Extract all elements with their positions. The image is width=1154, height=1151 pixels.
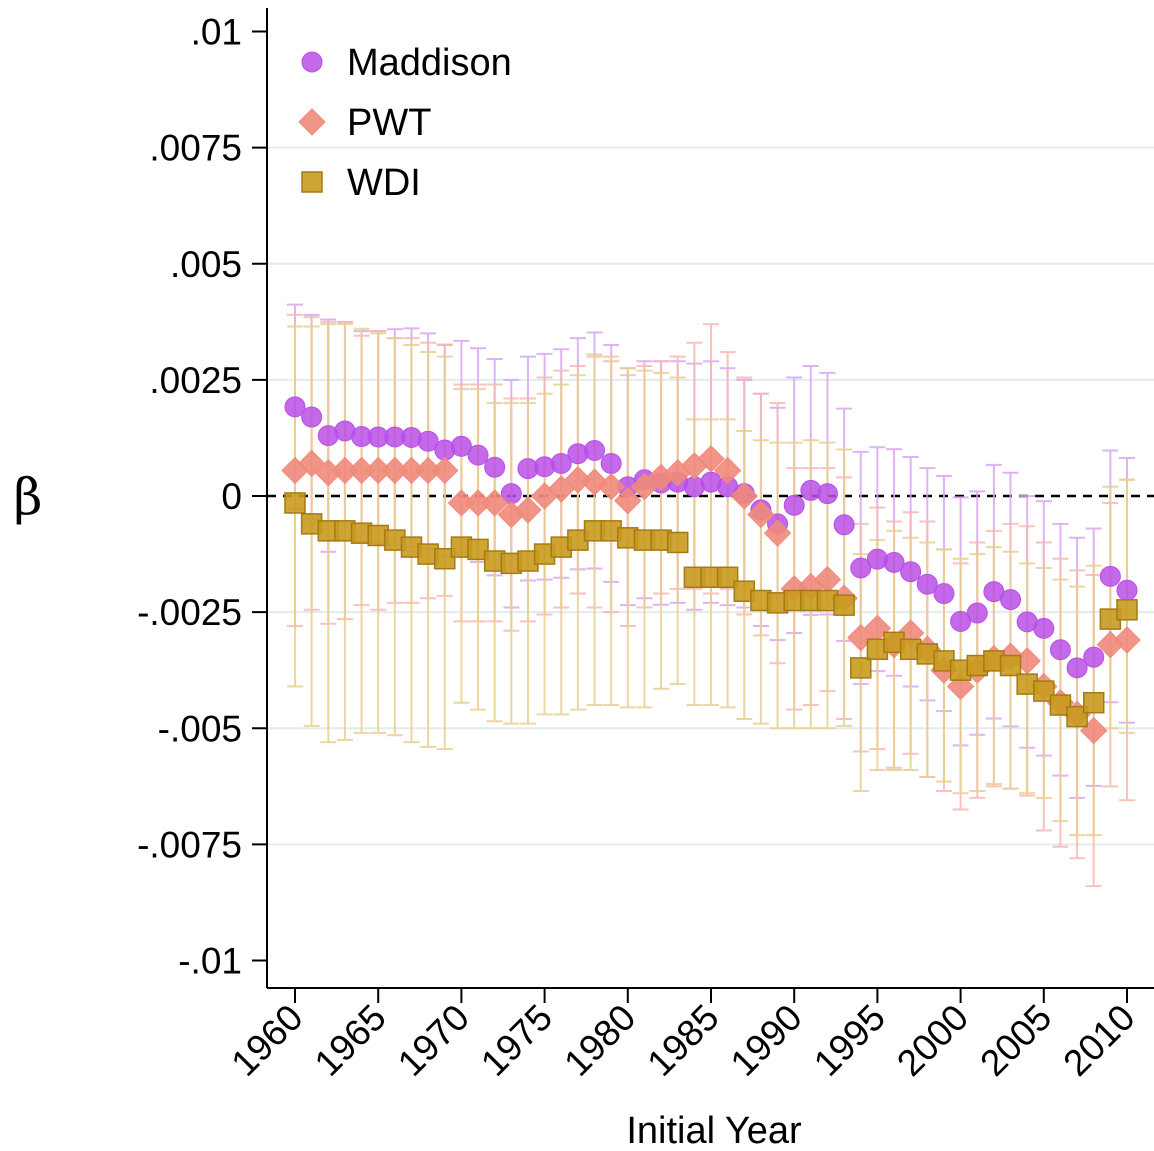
maddison-point <box>301 406 323 428</box>
y-tick-label: .0075 <box>149 128 242 169</box>
wdi-errorbar <box>769 441 786 730</box>
maddison-point <box>850 557 872 579</box>
pwt-point <box>730 482 758 510</box>
legend-maddison-marker <box>301 51 323 73</box>
maddison-point <box>1000 589 1022 611</box>
y-tick-label: .0025 <box>149 360 242 401</box>
wdi-point <box>1116 599 1138 621</box>
maddison-point <box>417 430 439 452</box>
pwt-point <box>431 456 459 485</box>
x-tick-label: 1995 <box>806 997 893 1084</box>
wdi-errorbar <box>752 439 769 725</box>
legend-wdi-label: WDI <box>347 162 421 204</box>
wdi-errorbar <box>669 376 686 686</box>
x-tick-label: 1990 <box>723 997 810 1084</box>
pwt-point <box>697 445 725 473</box>
maddison-point <box>933 583 955 605</box>
x-ticks: 1960196519701975198019851990199520002005… <box>223 988 1143 1084</box>
maddison-point <box>584 439 606 461</box>
x-tick-label: 1960 <box>223 997 310 1084</box>
y-tick-label: -.01 <box>178 941 242 982</box>
y-tick-label: .005 <box>170 244 242 285</box>
maddison-point <box>1099 565 1121 587</box>
maddison-point <box>1033 617 1055 639</box>
maddison-point <box>600 452 622 474</box>
maddison-point <box>467 444 489 466</box>
maddison-point <box>833 514 855 536</box>
maddison-point <box>966 602 988 624</box>
maddison-point <box>1066 657 1088 679</box>
pwt-point <box>597 473 625 501</box>
maddison-point <box>950 610 972 632</box>
x-tick-label: 2000 <box>889 997 976 1084</box>
pwt-point <box>514 496 542 524</box>
pwt-point <box>747 500 775 529</box>
maddison-point <box>900 561 922 583</box>
wdi-point <box>1082 691 1105 714</box>
wdi-errorbar <box>736 429 753 720</box>
x-tick-label: 1985 <box>639 997 726 1084</box>
maddison-point <box>550 452 572 474</box>
legend-pwt-marker <box>298 108 326 136</box>
wdi-point <box>1066 705 1088 728</box>
pwt-point <box>480 489 509 517</box>
y-tick-label: -.0025 <box>137 592 242 633</box>
x-tick-label: 1965 <box>307 997 394 1084</box>
wdi-point <box>833 594 855 616</box>
legend-maddison-label: Maddison <box>347 42 512 84</box>
y-tick-label: -.005 <box>158 708 242 749</box>
y-axis-title: β <box>14 468 43 526</box>
wdi-point <box>1049 694 1072 716</box>
x-axis-title: Initial Year <box>626 1110 802 1151</box>
maddison-point <box>916 573 938 595</box>
wdi-point <box>999 654 1022 677</box>
x-tick-label: 2005 <box>972 997 1059 1084</box>
maddison-point <box>450 435 472 457</box>
maddison-point <box>484 456 506 478</box>
y-tick-label: -.0075 <box>137 824 242 865</box>
wdi-point <box>716 566 739 589</box>
y-tick-label: 0 <box>221 476 242 517</box>
maddison-point <box>816 483 838 505</box>
maddison-point <box>284 396 306 418</box>
wdi-point <box>850 657 872 679</box>
y-ticks: .01 .0075 .005 .0025 0 -.0025 -.005 -.0075 -.01 <box>137 12 267 982</box>
pwt-point <box>713 456 742 485</box>
x-tick-label: 1975 <box>473 997 560 1084</box>
markers <box>281 396 1141 745</box>
maddison-point <box>1116 579 1138 601</box>
x-tick-label: 1980 <box>556 997 643 1084</box>
wdi-point <box>666 531 689 554</box>
pwt-point <box>614 486 642 515</box>
legend-pwt-label: PWT <box>347 102 431 144</box>
pwt-point <box>1113 626 1141 654</box>
x-tick-label: 1970 <box>390 997 477 1084</box>
legend: Maddison PWT WDI <box>298 42 512 204</box>
maddison-point <box>1083 646 1105 668</box>
wdi-errorbar <box>1102 485 1119 730</box>
maddison-point <box>1049 639 1071 661</box>
wdi-point <box>284 492 306 514</box>
maddison-point <box>883 551 905 573</box>
pwt-point <box>763 519 792 547</box>
y-tick-label: .01 <box>191 12 242 53</box>
legend-wdi-marker <box>301 171 323 193</box>
maddison-point <box>783 494 805 516</box>
x-tick-label: 2010 <box>1055 997 1142 1084</box>
wdi-point <box>434 547 456 570</box>
wdi-point <box>1033 680 1055 702</box>
wdi-point <box>467 538 489 561</box>
pwt-point <box>564 466 592 494</box>
